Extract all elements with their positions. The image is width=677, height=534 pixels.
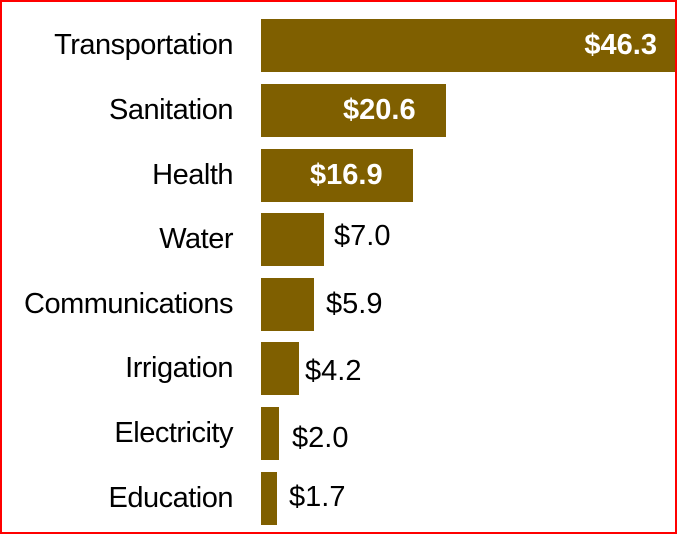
category-label: Communications — [24, 288, 233, 320]
bar — [261, 472, 277, 525]
value-label: $4.2 — [305, 355, 362, 387]
bar-row-sanitation: Sanitation $20.6 — [0, 84, 677, 137]
bar — [261, 342, 299, 395]
category-label: Water — [159, 223, 233, 255]
bar-row-transportation: Transportation $46.3 — [0, 19, 677, 72]
value-label: $1.7 — [289, 481, 346, 513]
category-label: Transportation — [54, 29, 233, 61]
bar — [261, 149, 413, 202]
value-label: $7.0 — [334, 220, 391, 252]
bar-row-health: Health $16.9 — [0, 149, 677, 202]
bar — [261, 84, 446, 137]
value-label: $5.9 — [326, 288, 383, 320]
category-label: Irrigation — [125, 352, 233, 384]
category-label: Electricity — [114, 417, 233, 449]
bar — [261, 19, 675, 72]
category-label: Health — [152, 159, 233, 191]
category-label: Sanitation — [109, 94, 234, 126]
value-label: $2.0 — [292, 422, 349, 454]
value-label: $20.6 — [343, 94, 416, 126]
bar — [261, 213, 324, 266]
bar-row-communications: Communications $5.9 — [0, 278, 677, 331]
bar-row-education: Education $1.7 — [0, 472, 677, 525]
bar-row-irrigation: Irrigation $4.2 — [0, 342, 677, 395]
bar — [261, 407, 279, 460]
category-label: Education — [108, 482, 234, 514]
bar-row-electricity: Electricity $2.0 — [0, 407, 677, 460]
bar-row-water: Water $7.0 — [0, 213, 677, 266]
bar — [261, 278, 314, 331]
value-label: $46.3 — [584, 29, 657, 61]
value-label: $16.9 — [310, 159, 383, 191]
